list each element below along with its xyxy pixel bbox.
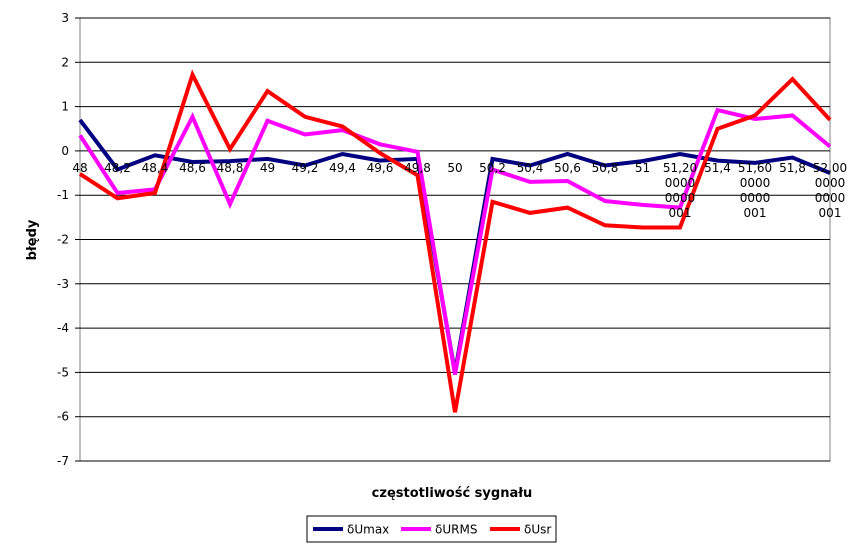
gridlines xyxy=(80,17,830,462)
x-tick-label-line: 001 xyxy=(669,206,692,220)
y-tick-label: -4 xyxy=(57,321,69,335)
y-tick-label: -1 xyxy=(57,188,69,202)
x-tick-label-line: 0000 xyxy=(665,191,696,205)
x-tick-label-line: 51 xyxy=(635,161,650,175)
x-tick-label-line: 51,4 xyxy=(704,161,731,175)
x-tick-label: 49,6 xyxy=(367,161,394,175)
legend-label: δUsr xyxy=(524,523,551,537)
y-tick-label: -7 xyxy=(57,454,69,468)
x-tick-label-line: 50 xyxy=(447,161,462,175)
x-tick-label-line: 50,6 xyxy=(554,161,581,175)
x-tick-label-line: 48,8 xyxy=(217,161,244,175)
x-tick-label: 49 xyxy=(260,161,275,175)
x-tick-label: 51,4 xyxy=(704,161,731,175)
x-tick-label-line: 49,4 xyxy=(329,161,356,175)
x-tick-label-line: 51,8 xyxy=(779,161,806,175)
y-tick-label: -3 xyxy=(57,277,69,291)
x-tick-label-line: 0000 xyxy=(665,176,696,190)
series-lines xyxy=(78,69,832,413)
legend-label: δUmax xyxy=(347,523,389,537)
x-tick-label-line: 48 xyxy=(72,161,87,175)
x-tick-label: 49,8 xyxy=(404,161,431,175)
y-tick-label: -5 xyxy=(57,365,69,379)
y-axis-title: błędy xyxy=(25,219,40,260)
x-tick-label: 49,4 xyxy=(329,161,356,175)
x-tick-label-line: 49,2 xyxy=(292,161,319,175)
y-tick-label: -2 xyxy=(57,233,69,247)
legend: δUmax δURMS δUsr xyxy=(306,515,557,543)
x-tick-label: 50,2 xyxy=(479,161,506,175)
x-axis-ticks: 48 48,2 48,4 48,6 48,8 49 49,2 49,4 49,6 49,8 50 50… xyxy=(72,161,847,220)
x-tick-label-line: 52,00 xyxy=(813,161,847,175)
x-tick-label: 48,8 xyxy=(217,161,244,175)
x-tick-label-line: 48,4 xyxy=(142,161,169,175)
series-line-3 xyxy=(78,69,832,413)
x-tick-label-line: 49,6 xyxy=(367,161,394,175)
x-tick-label-line: 0000 xyxy=(815,191,846,205)
x-tick-label: 50 xyxy=(447,161,462,175)
x-tick-label: 50,8 xyxy=(592,161,619,175)
y-tick-label: 0 xyxy=(61,144,69,158)
x-tick-label: 48,6 xyxy=(179,161,206,175)
x-tick-label: 51,60 0000 0000 001 xyxy=(738,161,772,220)
x-tick-label: 50,6 xyxy=(554,161,581,175)
y-axis-ticks: 3 2 1 0 -1 -2 -3 -4 -5 -6 -7 xyxy=(57,11,80,468)
x-tick-label: 48 xyxy=(72,161,87,175)
y-tick-label: 3 xyxy=(61,11,69,25)
x-tick-label-line: 50,2 xyxy=(479,161,506,175)
x-tick-label: 51 xyxy=(635,161,650,175)
y-tick-label: 1 xyxy=(61,100,69,114)
series-line-2 xyxy=(78,107,832,375)
x-tick-label: 50,4 xyxy=(517,161,544,175)
x-tick-label-line: 48,6 xyxy=(179,161,206,175)
x-tick-label: 49,2 xyxy=(292,161,319,175)
x-tick-label-line: 50,4 xyxy=(517,161,544,175)
x-axis-title: częstotliwość sygnału xyxy=(372,486,533,501)
x-tick-label: 48,2 xyxy=(104,161,131,175)
x-tick-label: 51,20 0000 0000 001 xyxy=(663,161,697,220)
x-tick-label: 51,8 xyxy=(779,161,806,175)
x-tick-label-line: 49,8 xyxy=(404,161,431,175)
x-tick-label: 52,00 0000 0000 001 xyxy=(813,161,847,220)
x-tick-label: 48,4 xyxy=(142,161,169,175)
x-tick-label-line: 51,60 xyxy=(738,161,772,175)
x-tick-label-line: 49 xyxy=(260,161,275,175)
x-tick-label-line: 001 xyxy=(819,206,842,220)
x-tick-label-line: 50,8 xyxy=(592,161,619,175)
y-tick-label: -6 xyxy=(57,410,69,424)
legend-label: δURMS xyxy=(435,523,477,537)
x-tick-label-line: 0000 xyxy=(815,176,846,190)
x-tick-label-line: 51,20 xyxy=(663,161,697,175)
x-tick-label-line: 48,2 xyxy=(104,161,131,175)
x-tick-label-line: 001 xyxy=(744,206,767,220)
x-tick-label-line: 0000 xyxy=(740,191,771,205)
x-tick-label-line: 0000 xyxy=(740,176,771,190)
y-tick-label: 2 xyxy=(61,55,69,69)
